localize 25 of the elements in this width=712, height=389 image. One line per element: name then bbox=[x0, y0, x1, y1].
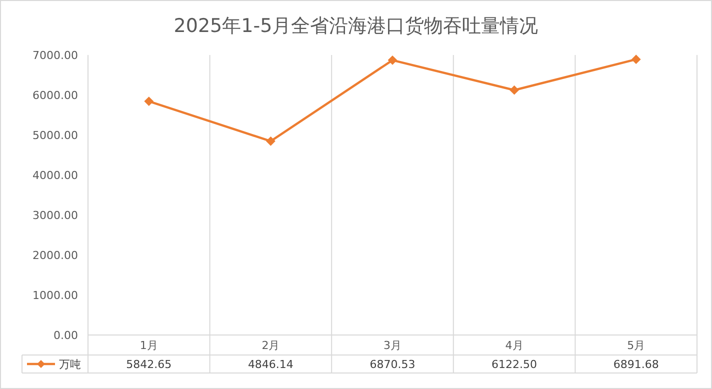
text: 6122.50 bbox=[492, 358, 538, 371]
point bbox=[510, 86, 519, 95]
y-tick-label: 3000.00 bbox=[32, 208, 78, 222]
y-tick-label: 4000.00 bbox=[32, 168, 78, 182]
point bbox=[144, 96, 154, 106]
point bbox=[266, 136, 276, 146]
y-tick-label: 7000.00 bbox=[32, 48, 78, 62]
y-tick-label: 0.00 bbox=[54, 328, 78, 342]
text: 4846.14 bbox=[248, 358, 294, 371]
point bbox=[388, 56, 397, 65]
text: 5842.65 bbox=[126, 358, 172, 371]
x-tick-label: 1月 bbox=[140, 339, 158, 352]
y-tick-label: 1000.00 bbox=[32, 288, 78, 302]
x-tick-label: 4月 bbox=[505, 339, 524, 352]
x-tick-label: 3月 bbox=[384, 339, 402, 352]
text: 6891.68 bbox=[613, 358, 659, 371]
y-tick-label: 2000.00 bbox=[32, 248, 78, 262]
text: 6870.53 bbox=[370, 358, 416, 371]
point bbox=[632, 54, 641, 64]
chart-title: 2025年1-5月全省沿海港口货物吞吐量情况 bbox=[174, 15, 538, 37]
y-tick-label: 5000.00 bbox=[32, 128, 78, 142]
legend-label: 万吨 bbox=[59, 358, 81, 371]
x-tick-label: 2月 bbox=[262, 339, 280, 352]
x-tick-label: 5月 bbox=[627, 339, 646, 352]
y-tick-label: 6000.00 bbox=[32, 88, 78, 102]
